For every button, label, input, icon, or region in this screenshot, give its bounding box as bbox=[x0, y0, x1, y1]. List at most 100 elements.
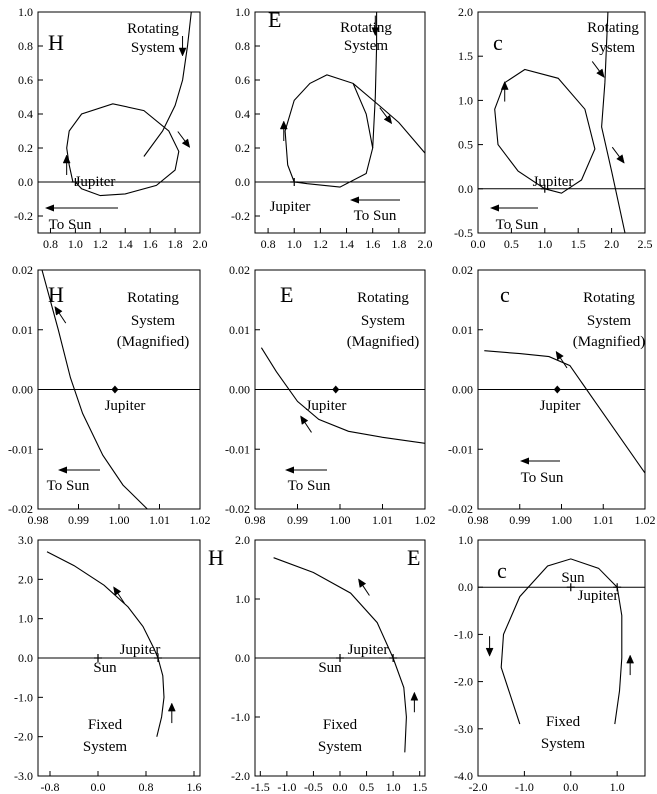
y-tick-label: 1.5 bbox=[458, 49, 473, 63]
jupiter-marker bbox=[111, 385, 119, 394]
direction-arrow-head bbox=[300, 415, 309, 425]
sun-marker bbox=[566, 583, 575, 592]
y-tick-label: 1.0 bbox=[235, 5, 250, 19]
chart-panel-5: 0.98 0.99 1.00 1.01 1.02 -0.02 -0.01 0.00 0.01 0.… bbox=[225, 263, 436, 527]
trajectory-series-2 bbox=[601, 12, 626, 233]
direction-arrow-head bbox=[54, 305, 63, 316]
trajectory-series-1 bbox=[260, 347, 425, 444]
system-label: System bbox=[83, 739, 128, 755]
direction-arrow-line bbox=[58, 312, 67, 324]
y-tick-label: 1.0 bbox=[235, 592, 250, 606]
x-tick-label: 1.0 bbox=[610, 780, 625, 794]
jupiter-label: Jupiter bbox=[578, 588, 619, 604]
y-tick-label: 0.5 bbox=[458, 138, 473, 152]
y-tick-label: 0.0 bbox=[18, 651, 33, 665]
direction-arrow-line bbox=[362, 585, 370, 596]
y-tick-label: -0.01 bbox=[448, 442, 473, 456]
x-tick-label: 1.0 bbox=[386, 780, 401, 794]
panel-letter: E bbox=[268, 7, 281, 32]
panel-letter: c bbox=[493, 30, 503, 55]
direction-arrow-head bbox=[62, 154, 71, 164]
panel-letter: c bbox=[500, 282, 510, 307]
system-label: Rotating bbox=[583, 290, 635, 306]
x-tick-label: 1.2 bbox=[313, 237, 328, 251]
x-tick-label: 1.6 bbox=[187, 780, 202, 794]
x-tick-label: 1.2 bbox=[93, 237, 108, 251]
direction-arrow-head bbox=[410, 691, 419, 701]
plot-frame bbox=[477, 11, 646, 234]
chart-panel-1: 0.8 1.0 1.2 1.4 1.6 1.8 2.0 -0.2 0.0 0.2 0.4 0.6 0.8… bbox=[14, 5, 208, 251]
x-tick-label: -0.5 bbox=[304, 780, 323, 794]
jupiter-label: Jupiter bbox=[306, 398, 347, 414]
y-tick-label: 0.02 bbox=[12, 263, 33, 277]
y-tick-label: 0.02 bbox=[229, 263, 250, 277]
chart-panel-6: 0.98 0.99 1.00 1.01 1.02 -0.02 -0.01 0.00 0.01 0.… bbox=[448, 263, 656, 527]
x-tick-label: 1.0 bbox=[68, 237, 83, 251]
panel-letter: c bbox=[497, 558, 507, 583]
system-label: System bbox=[318, 739, 363, 755]
y-tick-label: 0.0 bbox=[18, 175, 33, 189]
to-sun-arrow-head bbox=[58, 466, 67, 474]
y-tick-label: 0.4 bbox=[235, 107, 250, 121]
trajectory-series-1 bbox=[500, 558, 623, 725]
x-tick-label: 0.99 bbox=[287, 513, 308, 527]
x-tick-label: 1.00 bbox=[551, 513, 572, 527]
y-tick-label: -0.5 bbox=[454, 226, 473, 240]
direction-arrow-head bbox=[626, 654, 635, 664]
system-label: System bbox=[587, 313, 632, 329]
panel-letter: H bbox=[48, 282, 64, 307]
sun-label: Sun bbox=[318, 660, 342, 676]
x-tick-label: 1.4 bbox=[118, 237, 133, 251]
chart-panel-4: 0.98 0.99 1.00 1.01 1.02 -0.02 -0.01 0.00 0.01 0.… bbox=[8, 263, 211, 527]
y-tick-label: 0.0 bbox=[458, 182, 473, 196]
system-label: Fixed bbox=[88, 717, 123, 733]
trajectory-series-1 bbox=[46, 551, 165, 737]
x-tick-label: 1.02 bbox=[190, 513, 211, 527]
direction-arrow-head bbox=[181, 138, 191, 148]
y-tick-label: 0.00 bbox=[229, 383, 250, 397]
jupiter-label: Jupiter bbox=[540, 398, 581, 414]
direction-arrow-head bbox=[113, 586, 122, 596]
y-tick-label: 0.00 bbox=[452, 383, 473, 397]
x-tick-label: -2.0 bbox=[469, 780, 488, 794]
panel-letter: H bbox=[208, 545, 224, 570]
system-label: Fixed bbox=[546, 714, 581, 730]
system-label: System bbox=[131, 40, 176, 56]
x-tick-label: 1.01 bbox=[372, 513, 393, 527]
x-tick-label: 2.0 bbox=[418, 237, 433, 251]
jupiter-marker bbox=[71, 178, 80, 186]
system-label: System bbox=[131, 313, 176, 329]
x-tick-label: 2.0 bbox=[604, 237, 619, 251]
trajectory-series-1 bbox=[484, 350, 645, 474]
y-tick-label: 1.0 bbox=[18, 5, 33, 19]
x-tick-label: 0.5 bbox=[359, 780, 374, 794]
x-tick-label: 0.99 bbox=[68, 513, 89, 527]
y-tick-label: -2.0 bbox=[14, 730, 33, 744]
trajectory-series-1 bbox=[273, 557, 407, 753]
direction-arrow-head bbox=[500, 80, 509, 90]
direction-arrow-line bbox=[591, 61, 600, 72]
y-tick-label: -1.0 bbox=[454, 627, 473, 641]
y-tick-label: 2.0 bbox=[458, 5, 473, 19]
y-tick-label: 0.01 bbox=[452, 323, 473, 337]
jupiter-label: Jupiter bbox=[75, 174, 116, 190]
sun-label: To Sun bbox=[354, 208, 397, 224]
system-label: System bbox=[591, 40, 636, 56]
sun-marker bbox=[94, 654, 102, 662]
x-tick-label: 0.0 bbox=[91, 780, 106, 794]
y-tick-label: 0.0 bbox=[458, 580, 473, 594]
x-tick-label: 1.01 bbox=[593, 513, 614, 527]
direction-arrow-line bbox=[117, 593, 125, 604]
y-tick-label: 0.6 bbox=[235, 73, 250, 87]
x-tick-label: 0.98 bbox=[28, 513, 49, 527]
y-tick-label: 0.00 bbox=[12, 383, 33, 397]
to-sun-arrow-head bbox=[490, 204, 499, 212]
x-tick-label: 0.99 bbox=[509, 513, 530, 527]
x-tick-label: -1.5 bbox=[251, 780, 270, 794]
jupiter-marker bbox=[613, 583, 622, 592]
jupiter-label: Jupiter bbox=[348, 642, 389, 658]
direction-arrow-head bbox=[383, 114, 393, 125]
direction-arrow-line bbox=[559, 357, 568, 369]
direction-arrow-head bbox=[555, 350, 564, 361]
